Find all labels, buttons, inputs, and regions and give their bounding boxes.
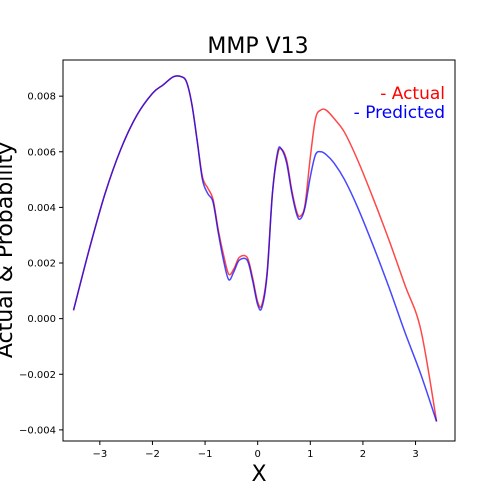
x-tick-label: 1 — [307, 449, 313, 460]
y-tick-label: −0.002 — [19, 370, 56, 381]
y-tick-label: −0.004 — [19, 425, 56, 436]
x-tick-label: −2 — [145, 449, 160, 460]
legend-entry-predicted: - Predicted — [354, 103, 445, 123]
series-line-actual — [72, 75, 438, 422]
legend: - Actual - Predicted — [354, 84, 445, 123]
y-tick-label: 0.008 — [27, 92, 56, 103]
y-axis-ticks: −0.004 −0.002 0.000 0.002 0.004 0.006 0.008 — [19, 92, 63, 436]
y-axis-label: Actual & Probability — [0, 142, 18, 358]
series-line-predicted — [72, 75, 438, 422]
x-axis-label: X — [251, 462, 266, 487]
y-tick-label: 0.004 — [27, 203, 56, 214]
chart-title: MMP V13 — [207, 34, 308, 59]
x-tick-label: 3 — [412, 449, 418, 460]
y-tick-label: 0.006 — [27, 147, 56, 158]
legend-entry-actual: - Actual — [380, 84, 445, 104]
x-tick-label: 0 — [254, 449, 260, 460]
x-tick-label: −3 — [92, 449, 107, 460]
x-tick-label: −1 — [198, 449, 213, 460]
x-axis-ticks: −3 −2 −1 0 1 2 3 — [92, 441, 419, 460]
x-tick-label: 2 — [360, 449, 366, 460]
series-lines — [72, 75, 438, 422]
y-tick-label: 0.000 — [27, 314, 56, 325]
y-tick-label: 0.002 — [27, 259, 56, 270]
plot-frame — [62, 59, 456, 442]
